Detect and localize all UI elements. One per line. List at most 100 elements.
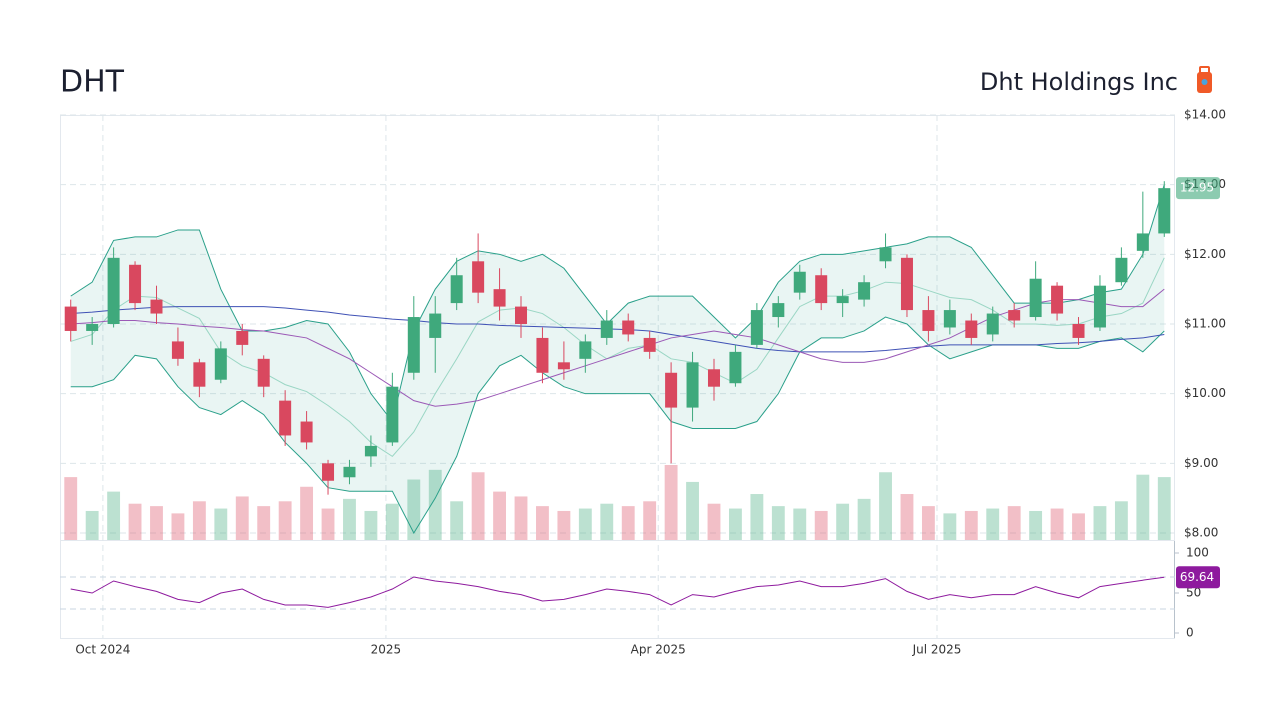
volume-bar <box>1093 506 1107 540</box>
candle-body <box>1093 285 1106 328</box>
volume-bar <box>1050 508 1064 540</box>
volume-bar <box>278 501 292 540</box>
candle-body <box>579 341 592 359</box>
candle-body <box>214 348 227 380</box>
candle-body <box>386 386 399 443</box>
volume-bar <box>943 513 957 540</box>
plot-frame <box>60 115 1175 639</box>
volume-bar <box>364 510 378 540</box>
volume-bar <box>1136 474 1150 540</box>
volume-bar <box>1157 477 1171 540</box>
candle-body <box>150 299 163 314</box>
candle-body <box>750 310 763 345</box>
candle-body <box>193 362 206 387</box>
candle-body <box>1051 285 1064 314</box>
candle-body <box>772 303 785 318</box>
volume-bar <box>900 494 914 540</box>
candle-body <box>257 358 270 387</box>
candle-body <box>300 421 313 443</box>
volume-bar <box>1007 506 1021 540</box>
volume-bar <box>300 486 314 540</box>
volume-bar <box>836 503 850 540</box>
y-tick-label: $14.00 <box>1184 108 1226 122</box>
candle-body <box>236 330 249 345</box>
volume-bar <box>578 508 592 540</box>
volume-bar <box>771 506 785 540</box>
sma-200 <box>70 306 1165 353</box>
candle-body <box>1136 233 1149 251</box>
volume-bar <box>343 498 356 540</box>
candle-body <box>1029 278 1042 318</box>
rsi-tick-label: 0 <box>1186 626 1194 640</box>
candle-body <box>686 362 699 408</box>
volume-bar <box>557 510 571 540</box>
candle-body <box>107 257 120 324</box>
candle-body <box>943 310 956 328</box>
volume-bar <box>107 491 121 540</box>
candle-body <box>922 310 935 331</box>
y-tick-label: $11.00 <box>1184 317 1226 331</box>
volume-bar <box>471 472 485 540</box>
candle-body <box>64 306 77 331</box>
candle-body <box>707 369 720 387</box>
y-tick-label: $10.00 <box>1184 386 1226 400</box>
last-price-tag <box>1176 177 1220 200</box>
candle-body <box>965 320 978 338</box>
volume-bar <box>686 481 699 540</box>
volume-bar <box>750 494 764 540</box>
lower-band <box>70 316 1165 535</box>
candle-body <box>472 261 485 293</box>
company-icon <box>1197 66 1212 93</box>
volume-bar <box>85 510 99 540</box>
volume-bar <box>1114 501 1128 540</box>
volume-bar <box>192 501 206 540</box>
candle-body <box>450 275 463 304</box>
y-tick-label: $9.00 <box>1184 456 1218 470</box>
volume-bar <box>643 501 657 540</box>
volume-bar <box>1072 513 1085 540</box>
candle-body <box>729 351 742 384</box>
rsi-tick-label: 50 <box>1186 586 1201 600</box>
volume-bar <box>536 506 549 540</box>
volume-bar <box>171 513 185 540</box>
last-rsi-tag <box>1176 566 1220 589</box>
volume-bar <box>150 506 163 540</box>
sma-50 <box>70 288 1165 407</box>
volume-bar <box>879 472 892 540</box>
candle-body <box>793 271 806 293</box>
x-tick-label: 2025 <box>371 643 402 657</box>
candle-body <box>665 372 678 408</box>
candle-body <box>557 362 570 370</box>
candle-body <box>858 282 871 300</box>
last-rsi-label: 69.64 <box>1180 570 1214 584</box>
candle-body <box>836 296 849 304</box>
candle-body <box>986 313 999 335</box>
candle-body <box>1008 310 1021 321</box>
candle-body <box>322 463 335 481</box>
upper-band <box>70 184 1165 423</box>
candle-body <box>815 275 828 304</box>
candle-body <box>364 445 377 457</box>
ticker-title: DHT <box>60 65 125 100</box>
candle-body <box>600 320 613 338</box>
volume-bar <box>621 506 635 540</box>
volume-bar <box>814 510 828 540</box>
volume-bar <box>600 503 614 540</box>
volume-bar <box>514 496 528 540</box>
x-tick-label: Oct 2024 <box>75 643 130 657</box>
candle-body <box>643 337 656 352</box>
band-fill <box>70 184 1165 533</box>
candle-body <box>515 306 528 324</box>
volume-bar <box>450 501 464 540</box>
rsi-line <box>70 576 1165 608</box>
candle-body <box>86 324 99 331</box>
candle-body <box>900 257 913 311</box>
volume-bar <box>793 508 807 540</box>
volume-bar <box>64 477 78 540</box>
x-tick-label: Apr 2025 <box>631 643 686 657</box>
candle-body <box>279 400 292 436</box>
candle-body <box>407 317 420 373</box>
volume-bar <box>214 508 228 540</box>
volume-bar <box>128 503 142 540</box>
